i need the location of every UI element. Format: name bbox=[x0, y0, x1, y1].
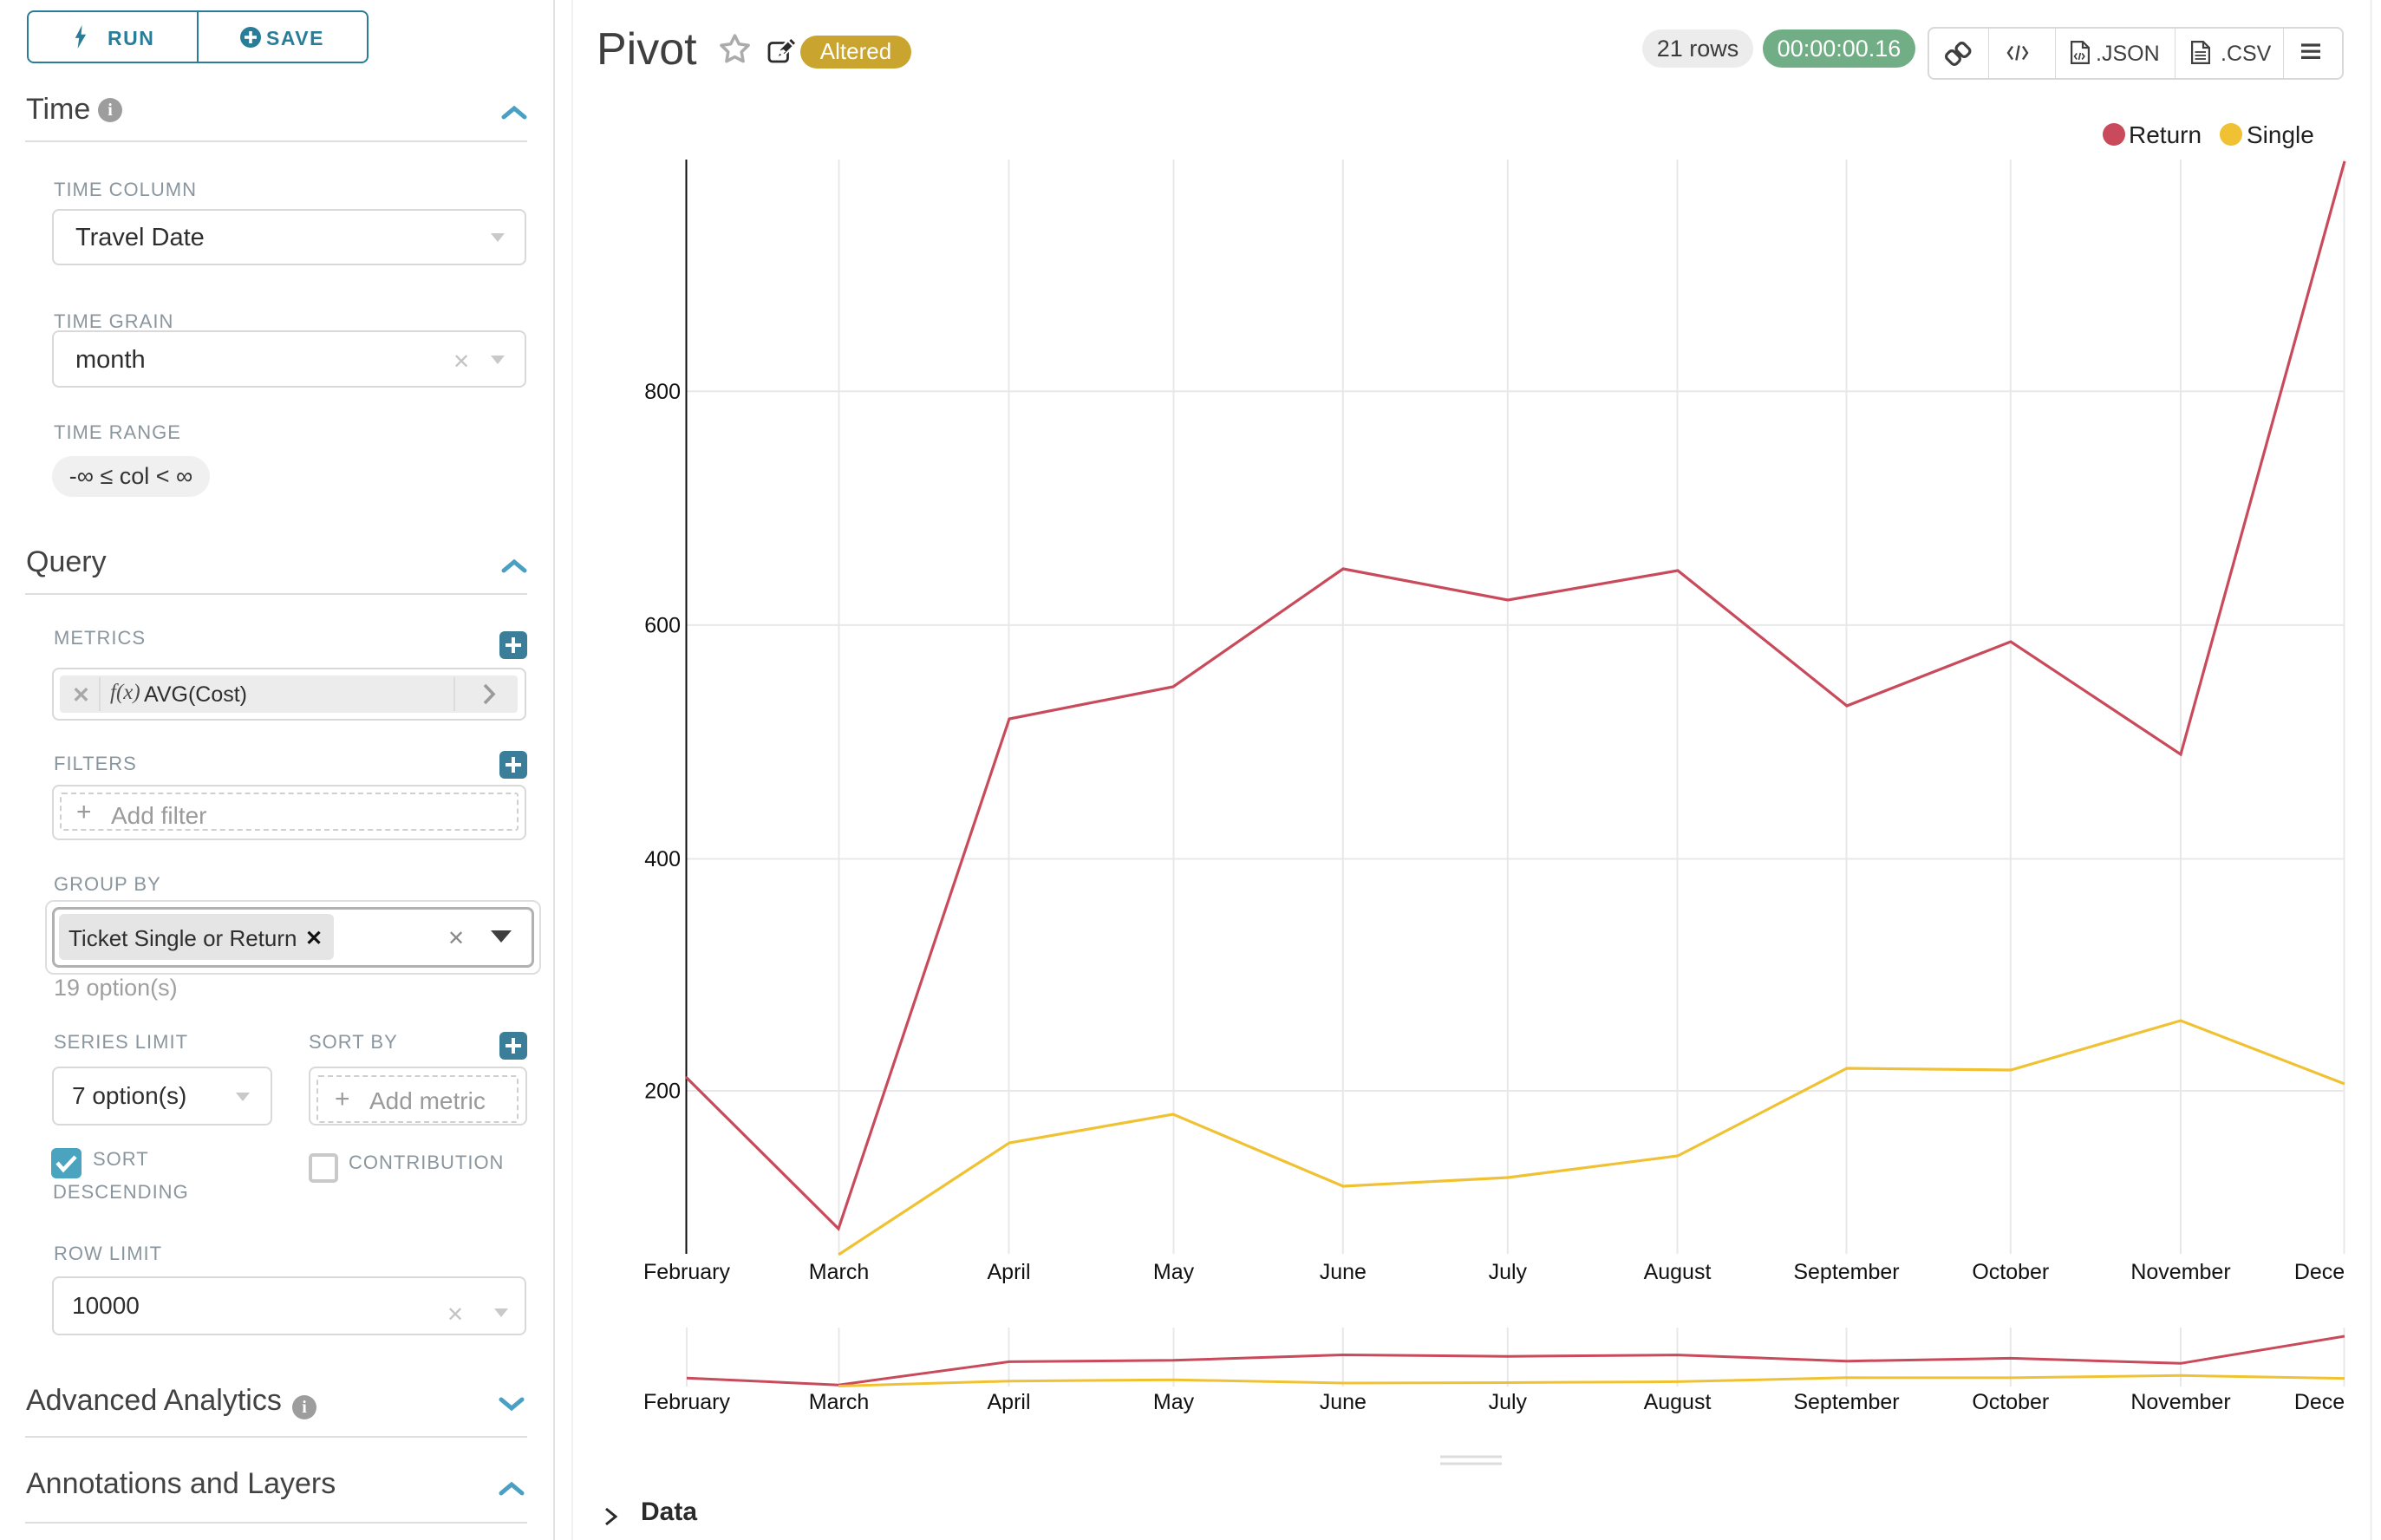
svg-text:February: February bbox=[643, 1260, 731, 1284]
svg-text:March: March bbox=[809, 1260, 869, 1284]
svg-text:August: August bbox=[1644, 1260, 1712, 1284]
svg-text:July: July bbox=[1489, 1260, 1528, 1284]
svg-text:July: July bbox=[1489, 1390, 1528, 1414]
svg-text:April: April bbox=[987, 1260, 1030, 1284]
svg-text:February: February bbox=[643, 1390, 731, 1414]
svg-text:August: August bbox=[1644, 1390, 1712, 1414]
svg-text:September: September bbox=[1793, 1260, 1899, 1284]
svg-text:400: 400 bbox=[644, 847, 681, 871]
svg-text:November: November bbox=[2130, 1390, 2230, 1414]
svg-text:June: June bbox=[1320, 1260, 1367, 1284]
svg-text:May: May bbox=[1153, 1260, 1195, 1284]
svg-text:October: October bbox=[1972, 1260, 2049, 1284]
svg-text:March: March bbox=[809, 1390, 869, 1414]
svg-text:200: 200 bbox=[644, 1080, 681, 1104]
svg-text:September: September bbox=[1793, 1390, 1899, 1414]
svg-text:October: October bbox=[1972, 1390, 2049, 1414]
svg-text:April: April bbox=[987, 1390, 1030, 1414]
svg-text:600: 600 bbox=[644, 614, 681, 638]
svg-text:December: December bbox=[2294, 1390, 2381, 1414]
svg-text:May: May bbox=[1153, 1390, 1195, 1414]
svg-text:800: 800 bbox=[644, 380, 681, 404]
svg-text:June: June bbox=[1320, 1390, 1367, 1414]
svg-text:November: November bbox=[2130, 1260, 2230, 1284]
svg-text:December: December bbox=[2294, 1260, 2381, 1284]
